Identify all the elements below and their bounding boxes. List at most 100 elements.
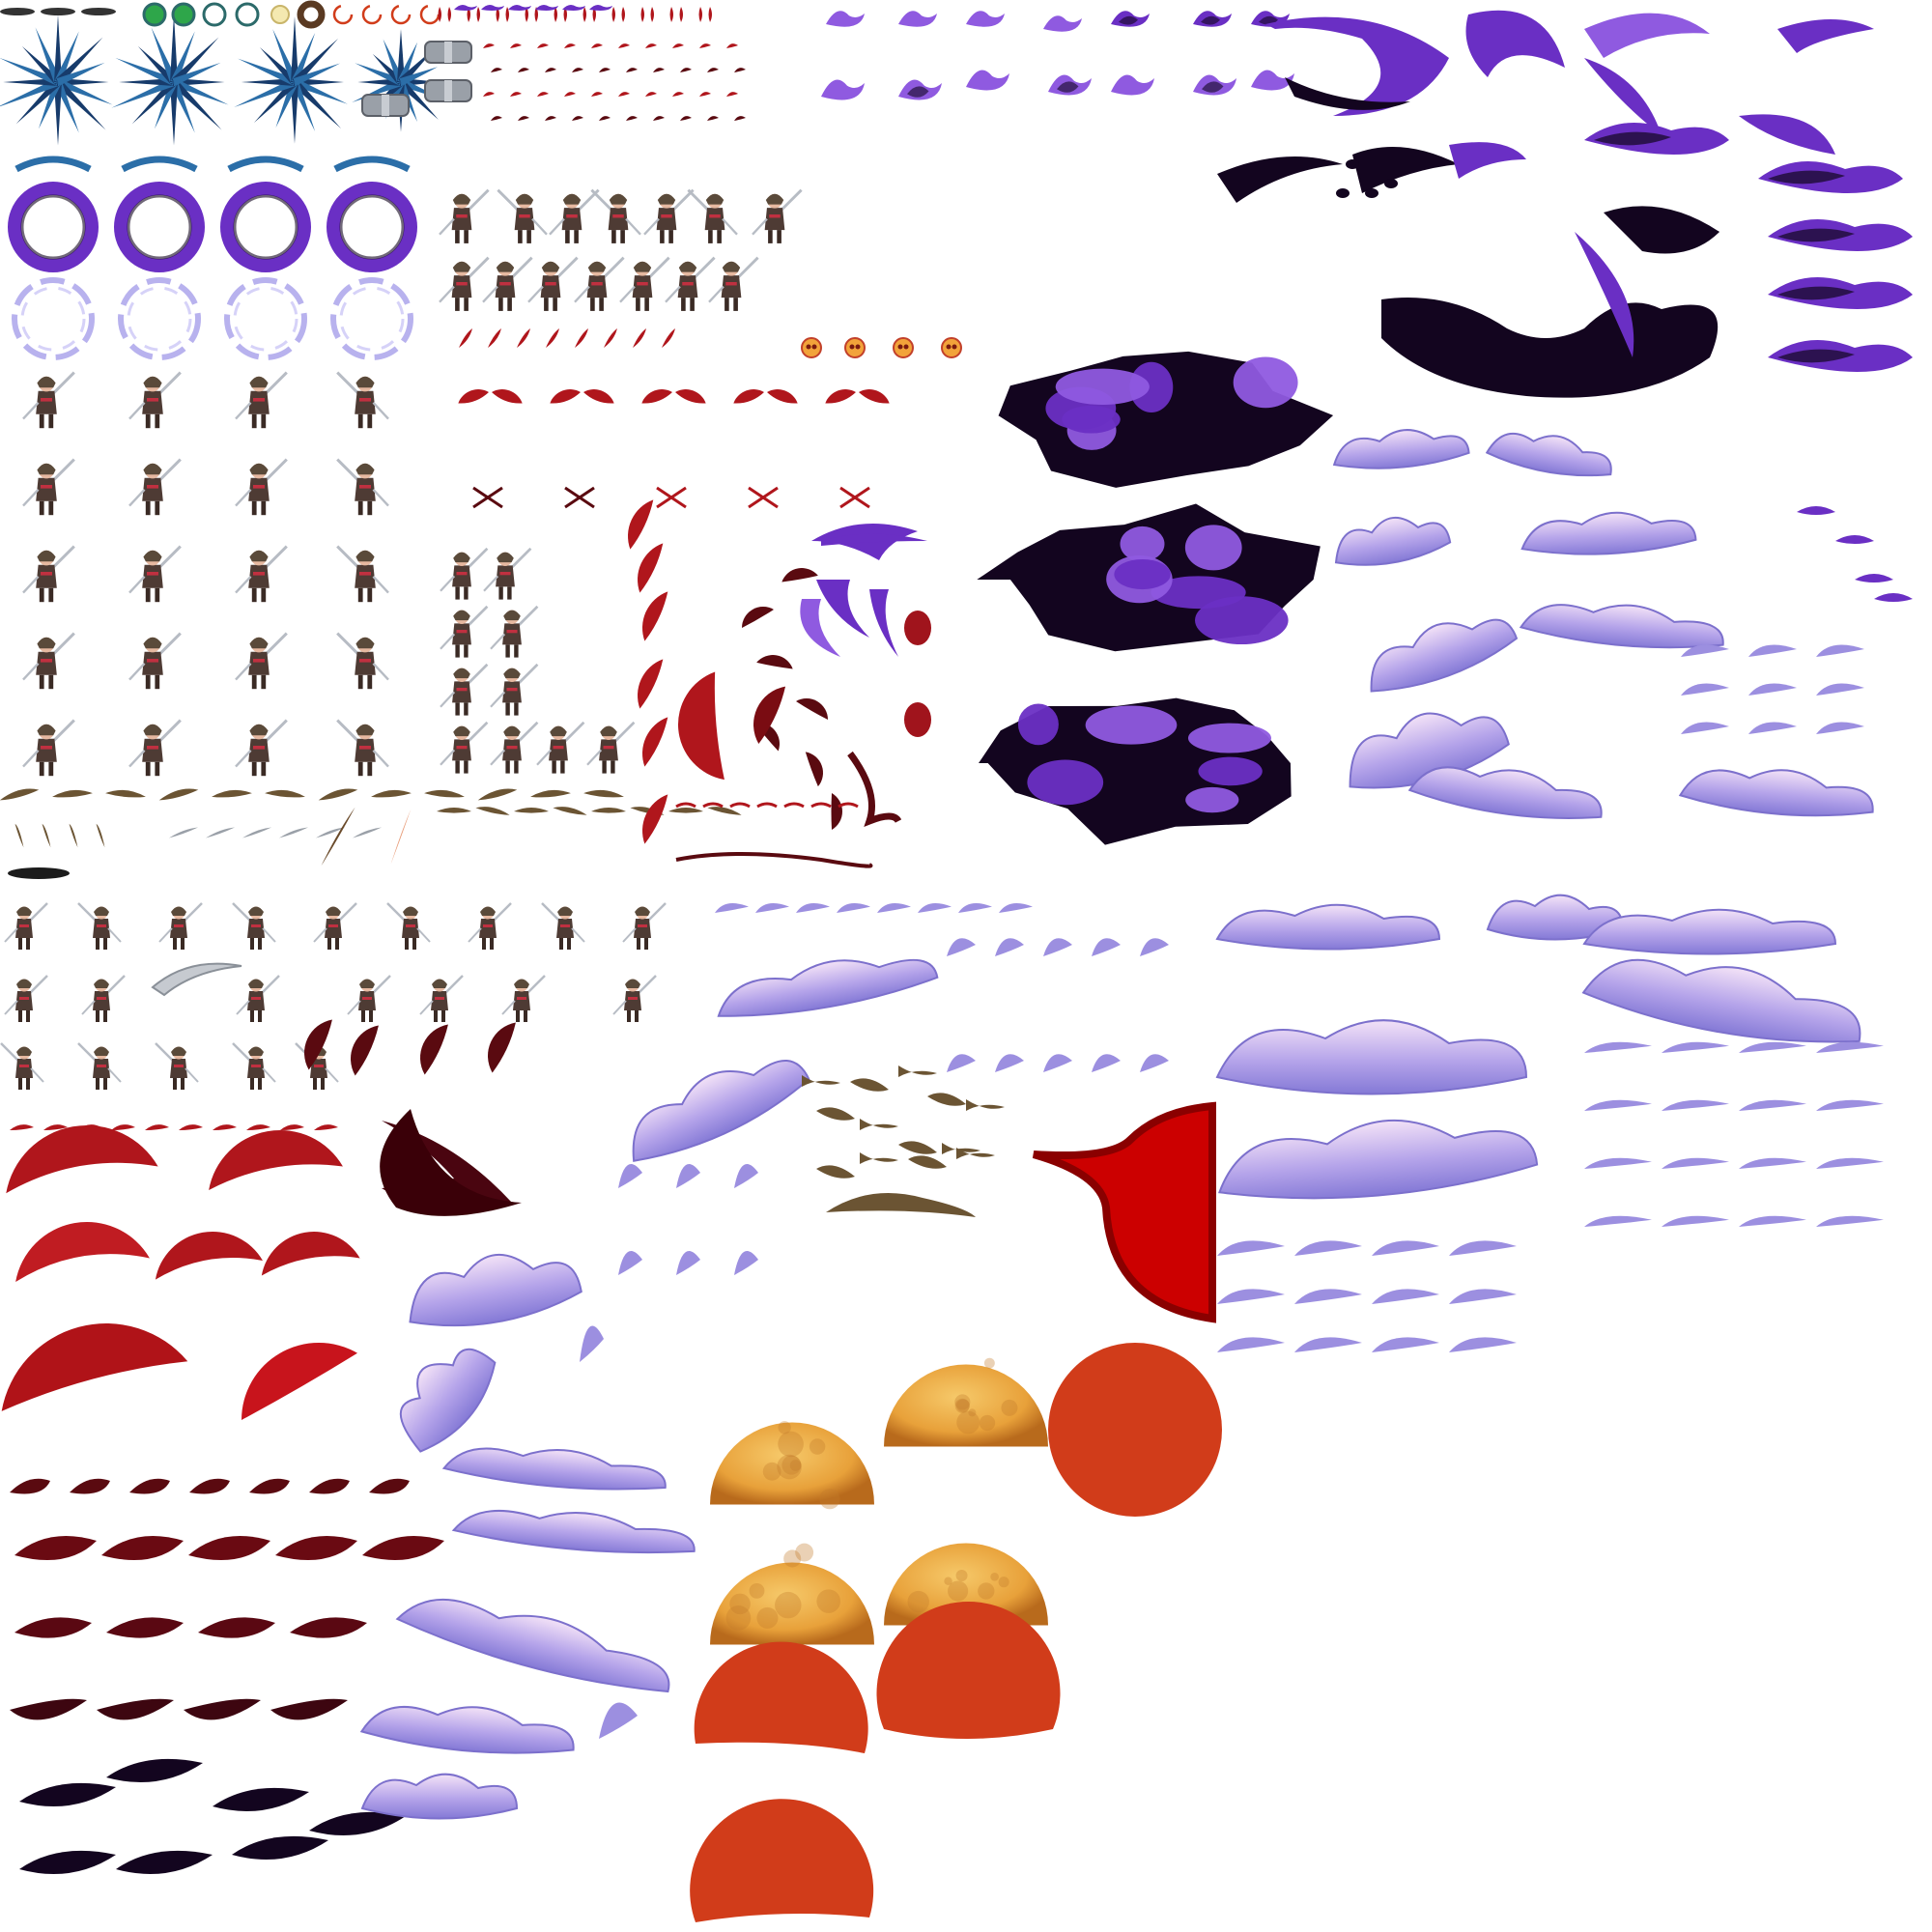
shadow-smoke-icon (1352, 147, 1459, 193)
dark-ring-icon (327, 182, 417, 272)
violet-flame-icon (1111, 11, 1150, 27)
lavender-cloud-icon (1584, 1157, 1652, 1169)
violet-flame-icon (562, 5, 585, 11)
swordsman-sprite-icon (386, 902, 431, 950)
swordsman-sprite-icon (440, 547, 489, 600)
light-ring-icon (12, 277, 95, 360)
violet-flame-icon (589, 5, 612, 11)
lavender-cloud-icon (837, 903, 870, 913)
lavender-cloud-icon (1407, 766, 1603, 819)
blood-slash-icon (582, 7, 586, 22)
blood-slash-icon (564, 43, 576, 48)
blood-slash-icon (14, 1617, 92, 1638)
blood-slash-icon (510, 43, 522, 48)
bark-shard-icon (908, 1155, 947, 1169)
blood-slash-icon (309, 1478, 350, 1494)
blood-slash-icon (492, 389, 523, 404)
lavender-cloud-icon (1294, 1240, 1362, 1256)
lavender-cloud-icon (1370, 618, 1519, 693)
blood-slash-icon (43, 1124, 68, 1130)
swordsman-sprite-icon (236, 975, 280, 1022)
blood-slash-icon (70, 1478, 110, 1494)
swordsman-sprite-icon (235, 632, 288, 690)
blood-slash-icon (15, 1222, 150, 1282)
dark-ring-icon (8, 182, 99, 272)
lavender-cloud-icon (1816, 1215, 1884, 1227)
blood-slash-icon (179, 1124, 203, 1130)
swordsman-sprite-icon (549, 188, 600, 243)
blood-slash-icon (209, 1130, 343, 1190)
lavender-cloud-icon (1449, 1240, 1517, 1256)
blood-slash-icon (756, 655, 793, 669)
bark-shard-icon (816, 1165, 855, 1179)
blood-slash-icon (756, 802, 778, 809)
orb-icon (270, 5, 290, 24)
bark-shard-icon (530, 789, 571, 798)
lavender-cloud-icon (1092, 938, 1121, 956)
swordsman-sprite-icon (612, 975, 657, 1022)
swordsman-sprite-icon (687, 188, 738, 243)
swordsman-sprite-icon (0, 1042, 44, 1090)
blood-slash-icon (314, 1124, 338, 1130)
swordsman-sprite-icon (574, 256, 625, 311)
violet-flame-icon (1777, 19, 1874, 53)
lavender-cloud-icon (1816, 1041, 1884, 1053)
blood-slash-icon (155, 1232, 263, 1280)
swordsman-sprite-icon (128, 545, 182, 603)
blood-slash-icon (275, 1536, 357, 1560)
violet-flame-icon (1584, 13, 1710, 59)
blood-slash-icon (645, 43, 657, 48)
crystal-burst-icon (333, 156, 411, 173)
blood-slash-icon (621, 7, 625, 22)
lavender-cloud-icon (1662, 1041, 1729, 1053)
lavender-cloud-icon (1217, 1289, 1285, 1304)
swordsman-sprite-icon (77, 902, 122, 950)
blood-slash-icon (611, 7, 615, 22)
lavender-cloud-icon (1678, 769, 1874, 817)
shadow-smoke-icon (1365, 188, 1378, 198)
gauntlet-icon (361, 94, 410, 117)
lavender-cloud-icon (1294, 1289, 1362, 1304)
blood-slash-icon (708, 7, 712, 22)
blood-slash-icon (672, 43, 684, 48)
violet-flame-icon (1575, 232, 1634, 357)
swordsman-sprite-icon (235, 458, 288, 516)
lavender-cloud-icon (999, 903, 1033, 913)
bark-shard-icon (96, 823, 105, 848)
blood-slash-icon (618, 43, 630, 48)
violet-flame-icon (1874, 593, 1913, 602)
blood-slash-icon (517, 328, 530, 348)
blood-slash-icon (583, 389, 614, 404)
blood-slash-icon (675, 802, 696, 809)
lavender-cloud-icon (958, 903, 992, 913)
bark-shard-icon (668, 808, 703, 813)
lavender-cloud-icon (1486, 894, 1625, 941)
bark-shard-icon (583, 789, 624, 798)
blood-slash-icon (472, 486, 503, 509)
light-ring-icon (361, 4, 383, 25)
shadow-smoke-icon (1384, 179, 1398, 188)
shadow-smoke-group (977, 206, 1719, 845)
lavender-cloud-icon (580, 1325, 604, 1362)
lavender-cloud-icon (1215, 903, 1441, 951)
blood-slash-icon (805, 752, 824, 787)
swordsman-sprite-icon (336, 632, 389, 690)
blood-slash-icon (242, 1343, 357, 1420)
blood-slash-icon (669, 7, 673, 22)
gauntlet-icon (424, 79, 472, 102)
lavender-cloud-icon (1140, 938, 1169, 956)
blood-slash-icon (734, 116, 746, 121)
blood-slash-icon (678, 671, 724, 781)
lavender-cloud-icon (1217, 1119, 1539, 1200)
lavender-cloud-icon (1520, 511, 1697, 555)
lavender-cloud-icon (1372, 1289, 1439, 1304)
bark-shard-icon (898, 1065, 937, 1077)
lavender-cloud-icon (1739, 1215, 1806, 1227)
swordsman-sprite-icon (232, 1042, 276, 1090)
swordsman-sprite-icon (22, 371, 75, 429)
blood-slash-icon (261, 1232, 360, 1276)
bark-shard-icon (475, 807, 510, 815)
shadow-smoke-icon (8, 867, 70, 879)
blood-slash-icon (145, 1124, 169, 1130)
swordsman-sprite-icon (483, 547, 532, 600)
